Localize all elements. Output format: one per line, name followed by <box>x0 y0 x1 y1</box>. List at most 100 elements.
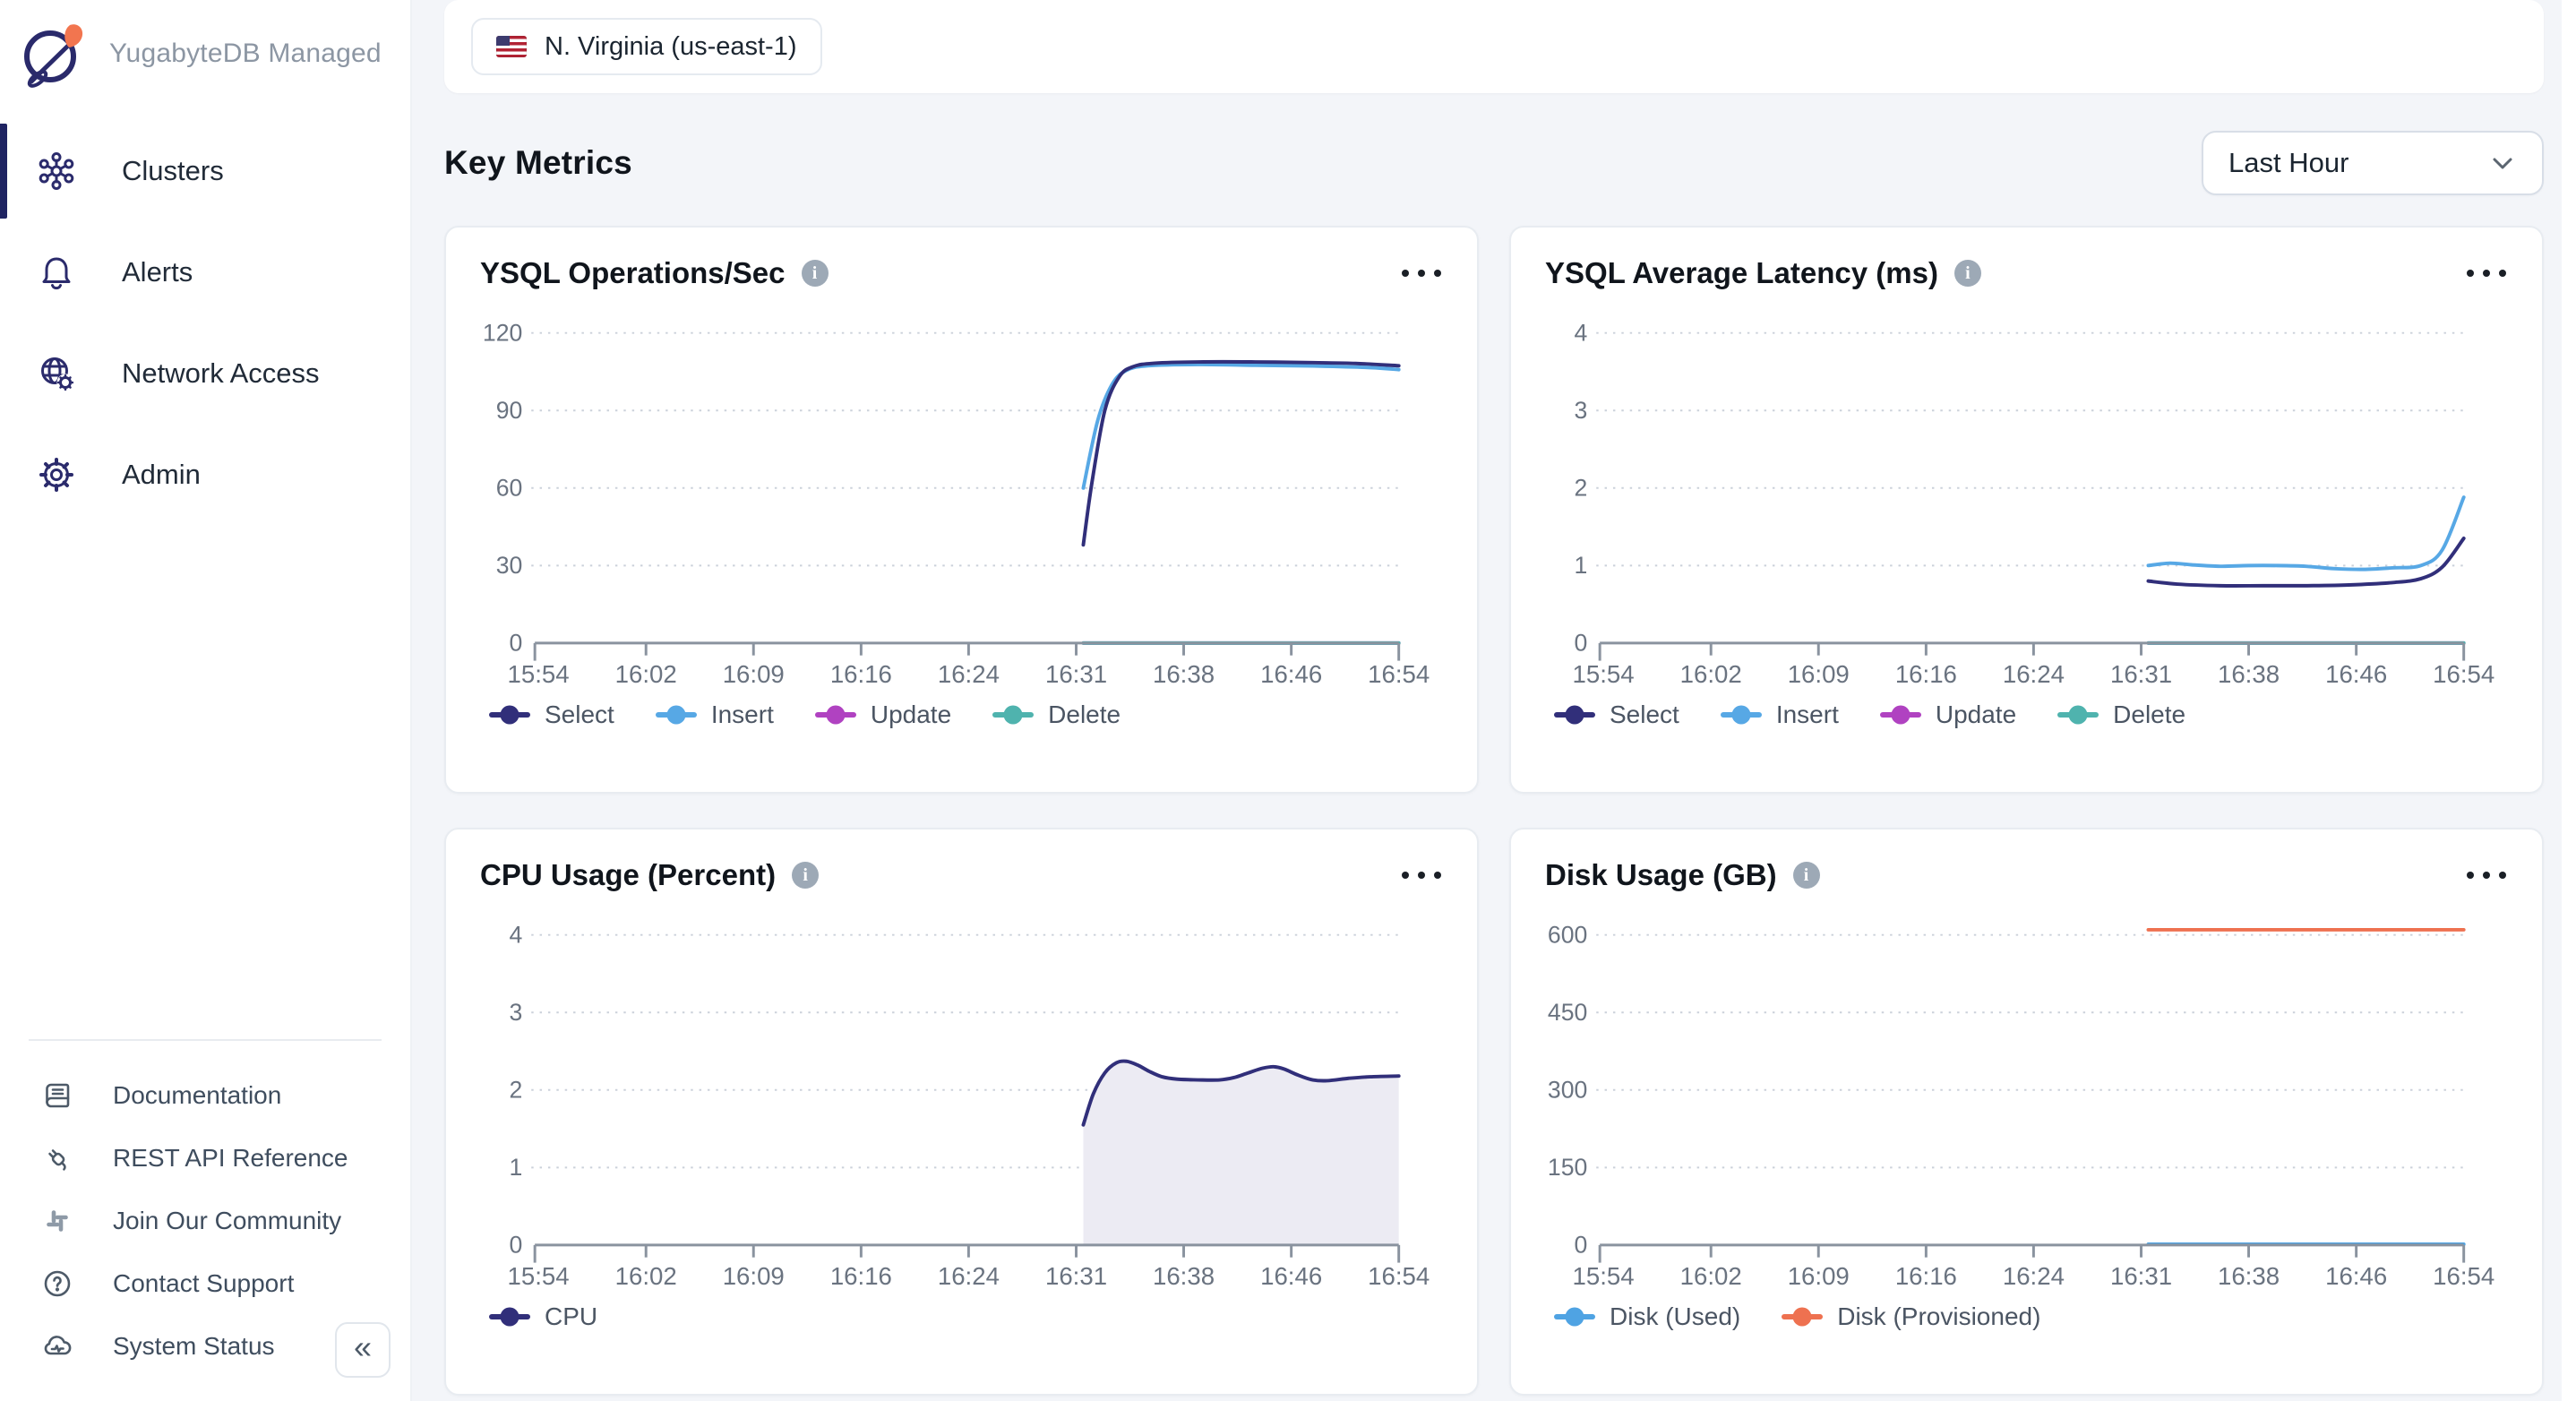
svg-text:16:09: 16:09 <box>1788 1262 1850 1290</box>
svg-text:16:24: 16:24 <box>938 1262 1000 1290</box>
legend-label: Disk (Used) <box>1610 1302 1741 1331</box>
svg-text:16:09: 16:09 <box>723 660 785 688</box>
svg-text:16:24: 16:24 <box>938 660 1000 688</box>
sidebar-item-alerts[interactable]: Alerts <box>0 221 410 322</box>
legend-label: CPU <box>545 1302 598 1331</box>
svg-text:16:54: 16:54 <box>1368 660 1430 688</box>
region-selector-chip[interactable]: N. Virginia (us-east-1) <box>471 18 822 75</box>
svg-text:0: 0 <box>510 1232 523 1259</box>
chart-legend: Disk (Used) Disk (Provisioned) <box>1545 1302 2508 1331</box>
system-status-icon <box>41 1330 73 1362</box>
sidebar-item-admin[interactable]: Admin <box>0 424 410 525</box>
network-access-icon <box>36 353 77 394</box>
sidebar-item-network-access[interactable]: Network Access <box>0 322 410 424</box>
svg-text:16:16: 16:16 <box>830 660 892 688</box>
more-menu-button[interactable] <box>1400 262 1443 284</box>
svg-text:16:38: 16:38 <box>1153 660 1215 688</box>
chevron-down-icon <box>2488 149 2517 177</box>
info-icon[interactable]: i <box>801 260 829 287</box>
card-header: CPU Usage (Percent) i <box>480 855 1443 896</box>
svg-text:60: 60 <box>496 475 523 502</box>
svg-text:16:46: 16:46 <box>2325 1262 2387 1290</box>
svg-text:16:24: 16:24 <box>2003 660 2065 688</box>
sidebar-item-label: Clusters <box>122 154 224 186</box>
time-range-select[interactable]: Last Hour <box>2202 131 2544 195</box>
legend-item-update[interactable]: Update <box>1879 700 2016 729</box>
svg-text:150: 150 <box>1548 1154 1587 1181</box>
card-header: YSQL Average Latency (ms) i <box>1545 253 2508 294</box>
svg-text:16:46: 16:46 <box>1260 1262 1322 1290</box>
legend-label: Select <box>545 700 614 729</box>
sidebar-nav: Clusters Alerts Network Access Admin <box>0 120 410 525</box>
documentation-icon <box>41 1079 73 1112</box>
svg-text:450: 450 <box>1548 999 1587 1026</box>
svg-text:4: 4 <box>1575 320 1588 347</box>
metric-card-cpu-usage-percent: CPU Usage (Percent) i 0 1 2 3 4 15:54 16:02 16:… <box>444 828 1479 1396</box>
svg-text:1: 1 <box>510 1154 523 1181</box>
svg-text:16:16: 16:16 <box>1895 660 1957 688</box>
sidebar-footer-label: System Status <box>113 1332 275 1360</box>
metrics-header-row: Key Metrics Last Hour <box>444 131 2544 195</box>
legend-label: Insert <box>1775 700 1839 729</box>
svg-text:16:38: 16:38 <box>2218 660 2280 688</box>
sidebar-footer-item-rest-api-reference[interactable]: REST API Reference <box>0 1127 410 1190</box>
info-icon[interactable]: i <box>792 862 820 889</box>
chart-plot: 0 1 2 3 4 15:54 16:02 16:09 16:16 16:24 16:31 16:38… <box>1573 320 2495 689</box>
legend-item-disk-provisioned[interactable]: Disk (Provisioned) <box>1782 1302 2040 1331</box>
legend-item-delete[interactable]: Delete <box>992 700 1121 729</box>
chart-legend: Select Insert Update Delete <box>480 700 1443 729</box>
sidebar-footer-item-system-status[interactable]: System Status <box>0 1315 410 1378</box>
legend-item-disk-used[interactable]: Disk (Used) <box>1554 1302 1740 1331</box>
active-indicator <box>0 123 7 219</box>
svg-text:15:54: 15:54 <box>1573 1262 1635 1290</box>
sidebar-item-clusters[interactable]: Clusters <box>0 120 410 221</box>
svg-text:90: 90 <box>496 397 523 424</box>
more-menu-button[interactable] <box>1400 864 1443 886</box>
svg-text:16:31: 16:31 <box>2110 660 2172 688</box>
chart-plot: 0 30 60 90 120 15:54 16:02 16:09 16:16 16:24 16:31… <box>483 320 1430 689</box>
sidebar-collapse-button[interactable]: « <box>335 1322 391 1378</box>
chart-title: YSQL Operations/Sec <box>480 256 786 289</box>
svg-text:16:24: 16:24 <box>2003 1262 2065 1290</box>
legend-item-select[interactable]: Select <box>1554 700 1679 729</box>
legend-item-select[interactable]: Select <box>489 700 614 729</box>
sidebar-footer-item-documentation[interactable]: Documentation <box>0 1064 410 1127</box>
svg-text:0: 0 <box>1575 1232 1588 1259</box>
svg-text:16:46: 16:46 <box>1260 660 1322 688</box>
svg-text:16:02: 16:02 <box>615 1262 677 1290</box>
legend-label: Delete <box>1048 700 1121 729</box>
svg-text:16:16: 16:16 <box>1895 1262 1957 1290</box>
sidebar-footer-item-contact-support[interactable]: Contact Support <box>0 1252 410 1315</box>
more-menu-button[interactable] <box>2465 864 2508 886</box>
svg-text:16:02: 16:02 <box>1680 660 1742 688</box>
yugabytedb-logo-icon <box>18 20 86 88</box>
clusters-icon <box>36 150 77 192</box>
card-header: Disk Usage (GB) i <box>1545 855 2508 896</box>
community-icon <box>41 1205 73 1237</box>
legend-item-insert[interactable]: Insert <box>1720 700 1839 729</box>
legend-item-update[interactable]: Update <box>814 700 952 729</box>
admin-icon <box>36 454 77 495</box>
svg-text:16:38: 16:38 <box>2218 1262 2280 1290</box>
svg-text:30: 30 <box>496 552 523 579</box>
chart-plot: 0 1 2 3 4 15:54 16:02 16:09 16:16 16:24 16:31 16:38… <box>508 922 1430 1291</box>
svg-text:16:09: 16:09 <box>1788 660 1850 688</box>
sidebar-footer-label: Join Our Community <box>113 1207 342 1234</box>
legend-item-insert[interactable]: Insert <box>655 700 774 729</box>
scrollbar-gutter[interactable] <box>2562 0 2576 1401</box>
legend-marker <box>1554 1307 1595 1327</box>
chart-title: Disk Usage (GB) <box>1545 858 1777 891</box>
info-icon[interactable]: i <box>1953 260 1981 287</box>
legend-item-delete[interactable]: Delete <box>2057 700 2185 729</box>
sidebar-footer-item-join-our-community[interactable]: Join Our Community <box>0 1190 410 1252</box>
svg-text:16:09: 16:09 <box>723 1262 785 1290</box>
metric-card-disk-usage-gb: Disk Usage (GB) i 0 150 300 450 600 15:54 16:0… <box>1509 828 2544 1396</box>
legend-label: Update <box>870 700 952 729</box>
legend-item-cpu[interactable]: CPU <box>489 1302 597 1331</box>
more-menu-button[interactable] <box>2465 262 2508 284</box>
legend-marker <box>489 1307 530 1327</box>
svg-text:0: 0 <box>1575 630 1588 657</box>
svg-text:600: 600 <box>1548 922 1587 949</box>
svg-text:16:31: 16:31 <box>1045 1262 1107 1290</box>
info-icon[interactable]: i <box>1792 862 1820 889</box>
